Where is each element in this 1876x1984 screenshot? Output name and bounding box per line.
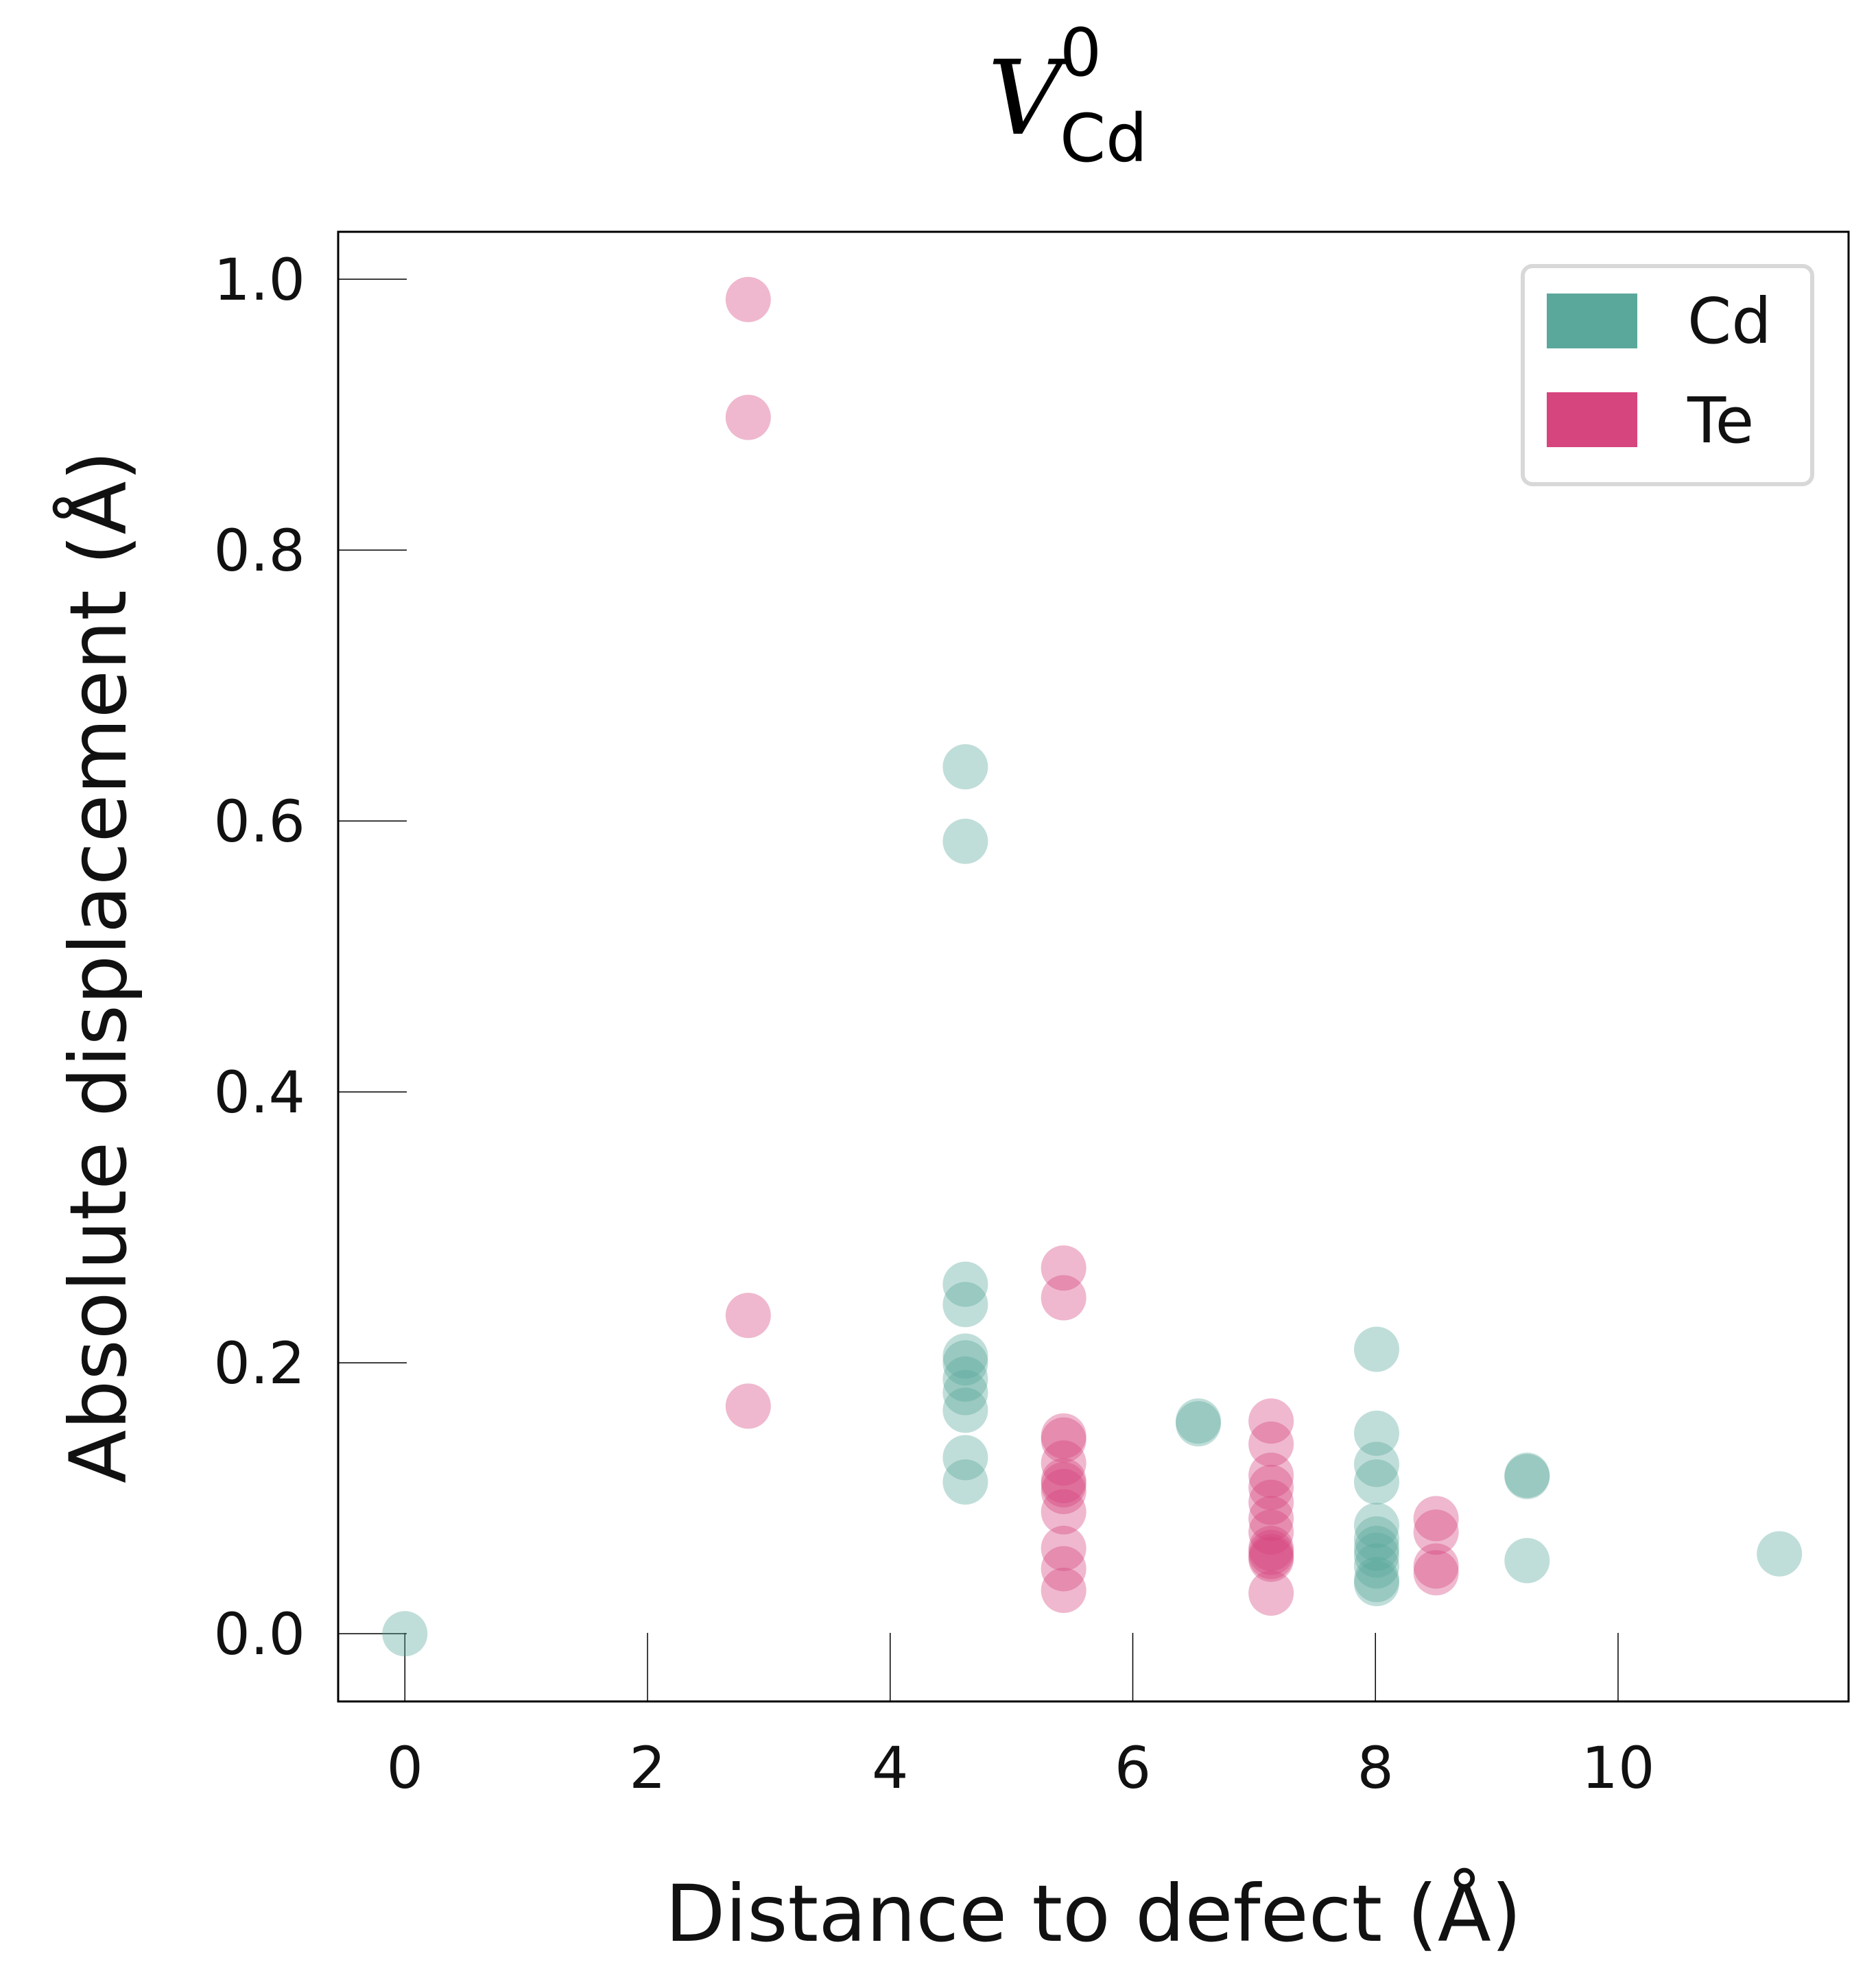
x-tick-label: 4 (872, 1734, 908, 1802)
legend-label-cd: Cd (1687, 285, 1772, 358)
point-cd (1353, 1442, 1399, 1487)
point-te (1041, 1489, 1087, 1535)
point-te (1413, 1543, 1459, 1589)
point-te (1248, 1453, 1294, 1498)
point-te (1041, 1275, 1087, 1321)
point-te (1248, 1533, 1294, 1579)
point-te (1248, 1464, 1294, 1510)
point-cd (942, 1356, 988, 1402)
point-te (725, 1293, 771, 1339)
y-tick-label: 0.0 (213, 1601, 305, 1668)
legend-swatch-cd (1547, 294, 1637, 348)
point-cd (942, 1333, 988, 1379)
point-cd (942, 818, 988, 864)
chart-title: V 0 Cd (988, 14, 1148, 177)
point-cd (1353, 1516, 1399, 1562)
point-te (1248, 1398, 1294, 1444)
point-te (1248, 1529, 1294, 1575)
point-cd (942, 744, 988, 790)
y-axis-ticks: 0.0 0.2 0.4 0.6 0.8 1.0 (213, 246, 407, 1668)
point-cd (942, 1459, 988, 1505)
x-tick-label: 2 (629, 1734, 665, 1802)
point-te (1248, 1570, 1294, 1616)
point-te (1248, 1496, 1294, 1542)
point-cd (1353, 1561, 1399, 1607)
title-subscript: Cd (1060, 100, 1148, 177)
point-cd (1757, 1531, 1803, 1577)
y-tick-label: 0.2 (213, 1330, 305, 1397)
point-te (1041, 1546, 1087, 1592)
plot-area (337, 230, 1850, 1703)
point-cd (1504, 1538, 1550, 1583)
point-te (1041, 1525, 1087, 1571)
legend: Cd Te (1521, 264, 1814, 486)
point-cd (1353, 1503, 1399, 1549)
point-cd (942, 1435, 988, 1481)
x-axis-title: Distance to defect (Å) (665, 1868, 1522, 1959)
y-tick-label: 1.0 (213, 246, 305, 313)
point-cd (382, 1611, 428, 1657)
point-cd (1353, 1459, 1399, 1505)
point-cd (1353, 1532, 1399, 1578)
y-axis-title: Absolute displacement (Å) (53, 451, 144, 1483)
point-te (1248, 1509, 1294, 1555)
x-tick-label: 6 (1115, 1734, 1151, 1802)
point-te (1041, 1461, 1087, 1507)
y-tick-label: 0.4 (213, 1059, 305, 1126)
point-te (1248, 1479, 1294, 1525)
point-te (1041, 1413, 1087, 1459)
point-te (1041, 1468, 1087, 1514)
point-cd (1175, 1398, 1221, 1444)
title-main: V (988, 39, 1071, 158)
point-te (1041, 1245, 1087, 1291)
point-cd (1353, 1525, 1399, 1571)
y-tick-label: 0.6 (213, 788, 305, 855)
y-tick-label: 0.8 (213, 517, 305, 584)
point-cd (1504, 1454, 1550, 1500)
point-te (725, 394, 771, 440)
point-cd (1353, 1410, 1399, 1456)
point-te (1413, 1496, 1459, 1542)
point-cd (1504, 1453, 1550, 1498)
x-axis-ticks: 0 2 4 6 8 10 (387, 1633, 1655, 1802)
point-te (1041, 1458, 1087, 1504)
point-cd (1353, 1326, 1399, 1372)
point-te (1041, 1417, 1087, 1463)
point-te (1413, 1509, 1459, 1555)
point-te (725, 276, 771, 322)
title-superscript: 0 (1060, 14, 1102, 91)
x-tick-label: 8 (1357, 1734, 1393, 1802)
legend-label-te: Te (1687, 384, 1754, 457)
point-cd (942, 1282, 988, 1328)
point-cd (1353, 1557, 1399, 1603)
point-cd (942, 1370, 988, 1415)
point-te (1041, 1440, 1087, 1486)
point-te (725, 1383, 771, 1429)
point-te (1041, 1568, 1087, 1614)
point-te (1248, 1421, 1294, 1467)
x-tick-label: 0 (387, 1734, 423, 1802)
point-te (1248, 1536, 1294, 1582)
point-cd (1175, 1401, 1221, 1447)
data-points (382, 276, 1803, 1657)
point-te (1413, 1550, 1459, 1596)
point-cd (942, 1340, 988, 1386)
x-tick-label: 10 (1582, 1734, 1655, 1802)
point-te (1248, 1525, 1294, 1571)
point-cd (942, 1387, 988, 1433)
legend-swatch-te (1547, 392, 1637, 447)
point-cd (1353, 1543, 1399, 1589)
point-cd (942, 1261, 988, 1307)
